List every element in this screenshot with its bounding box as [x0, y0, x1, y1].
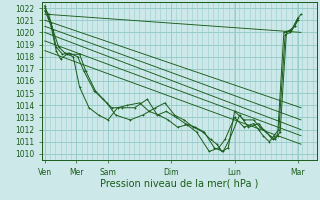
X-axis label: Pression niveau de la mer( hPa ): Pression niveau de la mer( hPa ) — [100, 178, 258, 188]
